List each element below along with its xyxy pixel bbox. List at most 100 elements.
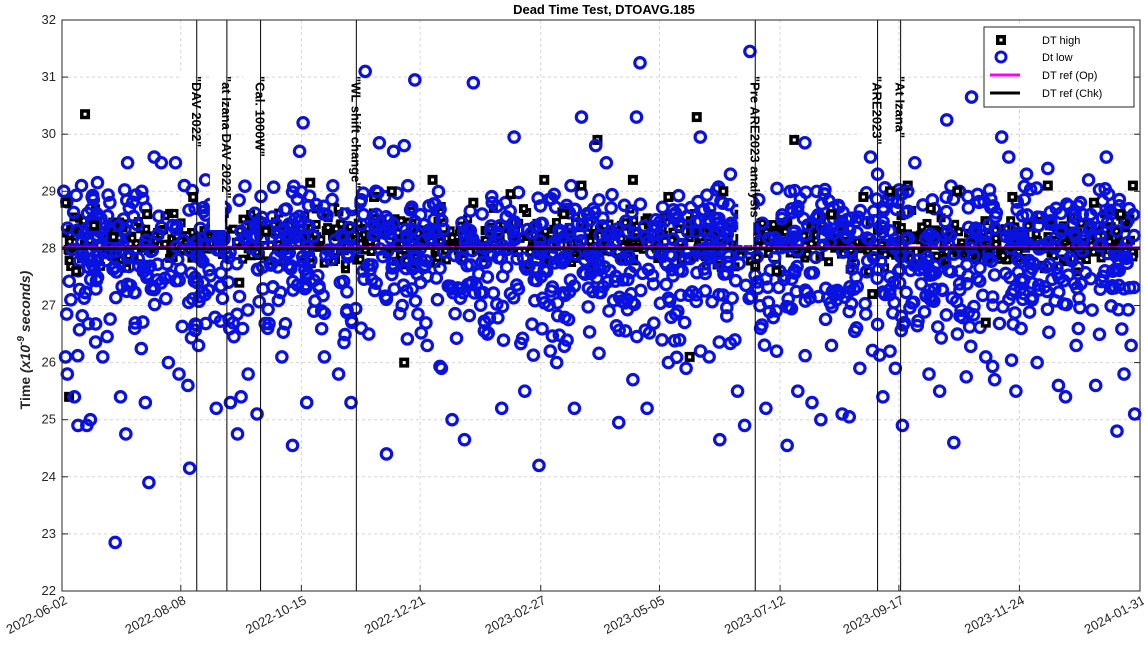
dt-low-point bbox=[1092, 327, 1107, 342]
dt-low-point bbox=[482, 311, 497, 325]
dt-low-point bbox=[172, 367, 186, 381]
dt-low-point bbox=[284, 261, 298, 276]
dt-low-point bbox=[967, 299, 981, 314]
dt-low-point bbox=[1019, 167, 1034, 181]
dt-low-point bbox=[944, 179, 958, 193]
dt-low-point bbox=[435, 213, 449, 228]
dt-low-point bbox=[118, 222, 132, 237]
y-tick-label: 26 bbox=[42, 355, 56, 370]
y-axis-label-main: Time bbox=[17, 377, 33, 410]
dt-low-point bbox=[392, 306, 407, 321]
dt-low-point bbox=[294, 185, 309, 199]
dt-low-point bbox=[230, 256, 244, 271]
dt-low-point bbox=[720, 309, 734, 323]
dt-high-point-dot bbox=[1037, 214, 1041, 217]
dt-high-point-dot bbox=[542, 178, 546, 182]
dt-low-point bbox=[768, 231, 782, 245]
dt-low-point bbox=[232, 289, 247, 304]
dt-low-point bbox=[588, 138, 603, 153]
dt-low-point bbox=[507, 130, 521, 144]
annotation-label: "DAV 2022" bbox=[189, 76, 204, 147]
dt-high-point-dot bbox=[555, 221, 559, 224]
dt-low-point bbox=[314, 304, 329, 318]
dt-low-point bbox=[711, 252, 725, 267]
dt-low-point bbox=[100, 329, 114, 344]
dt-low-point bbox=[325, 192, 339, 207]
dt-low-point bbox=[400, 228, 414, 243]
dt-low-point bbox=[1117, 250, 1131, 265]
dt-high-point-dot bbox=[1092, 250, 1095, 254]
dt-low-point bbox=[779, 299, 794, 314]
dt-low-point bbox=[992, 316, 1007, 331]
dt-high-point-dot bbox=[445, 258, 449, 262]
dt-low-point bbox=[154, 155, 169, 170]
dt-low-point bbox=[445, 412, 459, 427]
dt-low-point bbox=[720, 227, 735, 242]
dt-low-point bbox=[420, 338, 435, 353]
dt-low-point bbox=[434, 361, 449, 376]
dt-low-point bbox=[419, 253, 433, 268]
dt-low-point bbox=[1068, 230, 1083, 244]
dt-low-point bbox=[490, 225, 505, 240]
dt-low-point bbox=[952, 277, 967, 291]
dt-low-point bbox=[959, 370, 974, 384]
dt-low-point bbox=[655, 333, 669, 347]
dt-high-point-dot bbox=[624, 221, 627, 225]
dt-low-point bbox=[831, 198, 846, 213]
y-axis-label-unit-prefix: (x10 bbox=[17, 345, 33, 373]
dt-high-point-dot bbox=[232, 227, 235, 231]
dt-low-point bbox=[550, 296, 565, 310]
dt-low-point bbox=[602, 304, 616, 318]
dt-low-point bbox=[633, 197, 648, 212]
dt-low-point bbox=[147, 297, 162, 312]
dt-high-point-dot bbox=[883, 253, 887, 257]
dt-low-point bbox=[618, 324, 633, 338]
dt-low-point bbox=[684, 200, 698, 215]
dt-low-point bbox=[433, 261, 447, 276]
dt-low-point bbox=[533, 199, 548, 213]
dt-low-point bbox=[411, 307, 425, 321]
dt-high-point-dot bbox=[867, 269, 871, 273]
dt-low-point bbox=[95, 227, 110, 241]
dt-low-point bbox=[1122, 280, 1137, 295]
dt-high-point-dot bbox=[543, 229, 547, 233]
dt-low-point bbox=[770, 181, 784, 196]
dt-low-point bbox=[120, 155, 135, 170]
dt-high-point-dot bbox=[64, 201, 68, 205]
dt-low-point bbox=[819, 223, 834, 238]
dt-low-point bbox=[192, 289, 207, 304]
dt-low-point bbox=[922, 367, 936, 381]
dt-low-point bbox=[145, 243, 160, 258]
dt-high-point-dot bbox=[900, 226, 904, 229]
dt-low-point bbox=[621, 224, 635, 239]
dt-high-point-dot bbox=[241, 257, 245, 261]
dt-low-series bbox=[56, 44, 1142, 550]
dt-high-point-dot bbox=[173, 212, 176, 215]
dt-low-point bbox=[989, 205, 1004, 220]
dt-low-point bbox=[202, 227, 217, 242]
dt-low-point bbox=[863, 232, 878, 247]
dt-high-point-dot bbox=[1001, 254, 1005, 258]
dt-low-point bbox=[222, 312, 236, 326]
dt-low-point bbox=[66, 205, 81, 220]
dt-low-point bbox=[401, 178, 415, 193]
dt-high-point-dot bbox=[721, 189, 725, 193]
dt-low-point bbox=[296, 115, 310, 130]
dt-low-point bbox=[630, 329, 644, 344]
dt-high-point-dot bbox=[805, 252, 809, 256]
dt-high-point-dot bbox=[163, 242, 167, 246]
dt-low-point bbox=[338, 327, 352, 342]
dt-low-point bbox=[712, 432, 727, 447]
dt-low-point bbox=[120, 277, 135, 292]
dt-low-point bbox=[1048, 294, 1063, 308]
dt-low-point bbox=[1009, 384, 1023, 398]
dt-low-point bbox=[217, 231, 231, 245]
dt-high-point-dot bbox=[957, 230, 961, 234]
dt-low-point bbox=[950, 327, 965, 341]
dt-low-point bbox=[961, 201, 976, 215]
dt-high-point-dot bbox=[431, 178, 435, 182]
dt-low-point bbox=[1121, 303, 1135, 317]
dt-low-point bbox=[357, 272, 371, 286]
dt-low-point bbox=[1073, 300, 1087, 315]
dt-high-point-dot bbox=[348, 225, 352, 229]
